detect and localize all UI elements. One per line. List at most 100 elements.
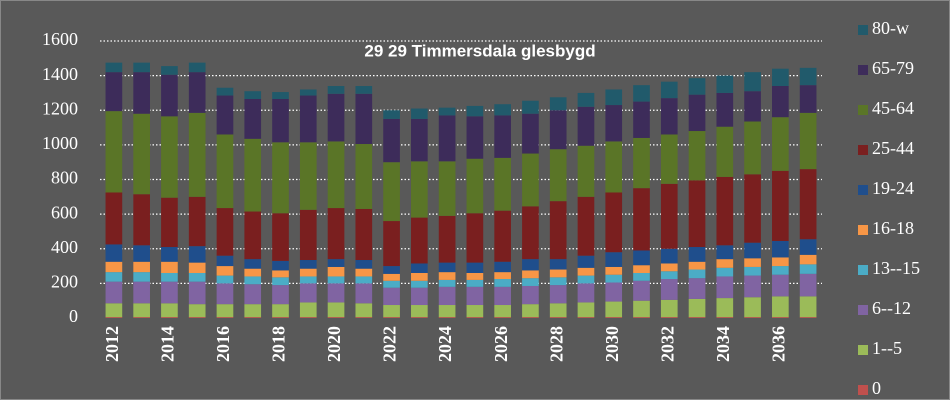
bar-segment [688, 261, 706, 270]
bar-segment [133, 272, 150, 282]
bar-segment [327, 266, 345, 277]
bar-segment [272, 98, 289, 143]
bar-segment [633, 265, 650, 273]
legend-label: 6--12 [872, 298, 911, 318]
x-tick-label: 2028 [546, 326, 566, 362]
bar-segment [744, 174, 761, 243]
bar-segment [549, 317, 567, 318]
bar-segment [188, 317, 206, 318]
bar-segment [299, 302, 317, 318]
bar-segment [105, 272, 123, 282]
bar-segment [438, 286, 456, 306]
bar-segment [383, 221, 400, 267]
bar-segment [494, 261, 511, 273]
bar-segment [744, 91, 761, 122]
bar-segment [522, 317, 539, 318]
bar-segment [549, 201, 567, 260]
bar-segment [494, 272, 511, 280]
bar-segment [549, 277, 567, 286]
bar-segment [466, 116, 484, 159]
bar-segment [522, 153, 539, 207]
bar-segment [633, 317, 650, 318]
bar-segment [799, 264, 817, 274]
bar-segment [799, 67, 817, 86]
bar-segment [494, 286, 511, 306]
bar-segment [355, 208, 373, 261]
bar-segment [411, 287, 428, 306]
bar-segment [133, 261, 150, 273]
bar-segment [605, 266, 623, 275]
bar-segment [605, 141, 623, 193]
bar-segment [549, 303, 567, 318]
bar-segment [299, 276, 317, 284]
bar-segment [383, 266, 400, 274]
bar-segment [438, 215, 456, 263]
bar-segment [216, 317, 234, 318]
bar-segment [688, 180, 706, 248]
bar-segment [355, 268, 373, 277]
x-tick-label: 2014 [158, 326, 178, 362]
bar-segment [327, 283, 345, 303]
bar-segment [216, 266, 234, 276]
bar-segment [105, 317, 123, 318]
bar-segment [383, 305, 400, 318]
bar-segment [716, 317, 734, 318]
bar-segment [411, 317, 428, 318]
x-tick-label: 2018 [269, 326, 289, 362]
bar-segment [772, 296, 789, 318]
bar-segment [772, 240, 789, 258]
bar-segment [799, 254, 817, 265]
legend-swatch [858, 305, 868, 315]
bar-segment [633, 300, 650, 318]
x-tick-label: 2022 [380, 326, 400, 362]
bar-segment [105, 62, 123, 73]
bar-segment [744, 275, 761, 298]
bar-segment [605, 317, 623, 318]
y-tick-label: 200 [51, 272, 78, 292]
bar-segment [438, 262, 456, 273]
bar-segment [188, 262, 206, 273]
bar-segment [660, 271, 678, 280]
bar-segment [327, 317, 345, 318]
bar-segment [355, 144, 373, 209]
bar-segment [272, 317, 289, 318]
bar-segment [633, 101, 650, 138]
bar-segment [522, 100, 539, 114]
bar-segment [383, 280, 400, 288]
bar-segment [799, 85, 817, 113]
bar-segment [799, 317, 817, 318]
bar-segment [105, 281, 123, 304]
bar-segment [660, 299, 678, 318]
bar-segment [133, 72, 150, 114]
bar-segment [105, 192, 123, 245]
x-tick-label: 2012 [102, 326, 122, 362]
bar-segment [327, 93, 345, 142]
legend-label: 0 [872, 378, 881, 398]
legend-swatch [858, 225, 868, 235]
bar-segment [244, 91, 262, 99]
bar-segment [522, 113, 539, 154]
bar-segment [105, 244, 123, 262]
bar-segment [161, 197, 178, 248]
bar-segment [244, 317, 262, 318]
bar-segment [216, 134, 234, 209]
legend-label: 80-w [872, 18, 909, 38]
bar-segment [188, 246, 206, 263]
bar-segment [688, 247, 706, 262]
bar-segment [633, 85, 650, 102]
bar-segment [327, 141, 345, 209]
bar-segment [161, 116, 178, 198]
bar-segment [716, 267, 734, 277]
bar-segment [244, 98, 262, 139]
legend-label: 16-18 [872, 218, 914, 238]
bar-segment [438, 115, 456, 162]
bar-segment [772, 317, 789, 318]
bar-segment [605, 274, 623, 283]
legend-label: 45-64 [872, 98, 914, 118]
bar-segment [272, 213, 289, 261]
bar-segment [633, 188, 650, 251]
bar-segment [577, 275, 595, 284]
bar-segment [244, 276, 262, 285]
bar-segment [466, 262, 484, 273]
bar-segment [355, 93, 373, 145]
